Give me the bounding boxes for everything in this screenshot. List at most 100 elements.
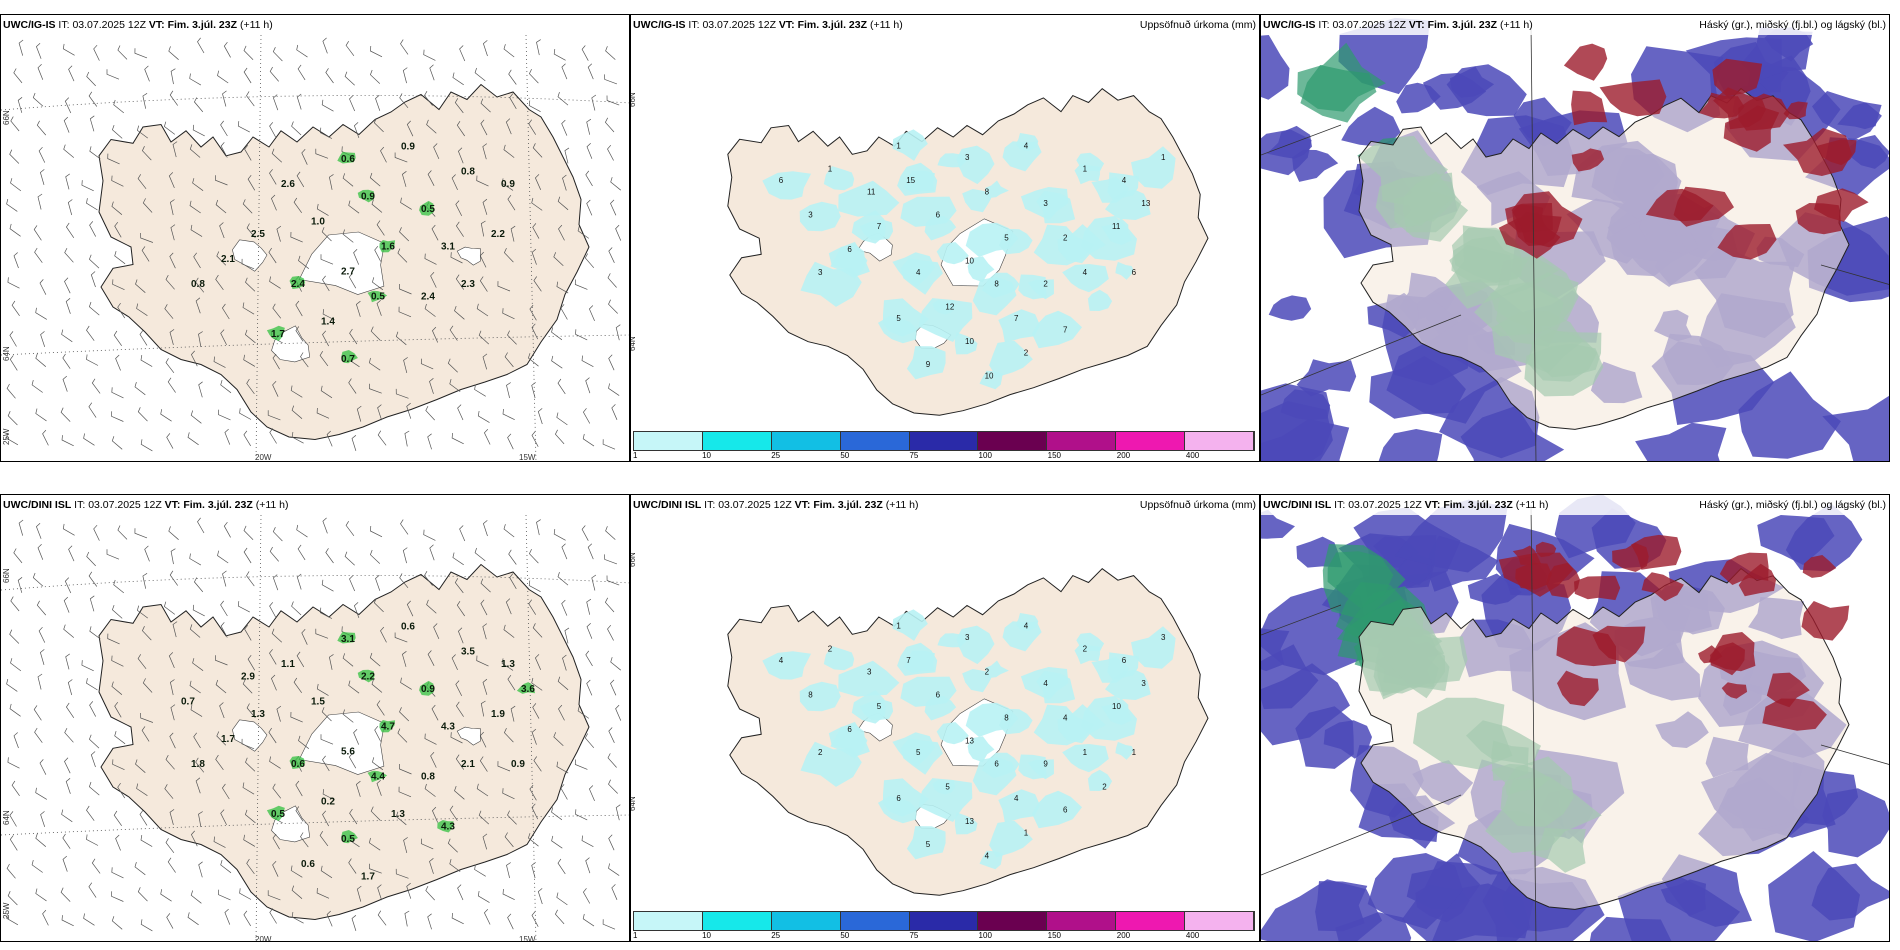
wind-barb [430, 272, 437, 288]
colorbar-tick: 10 [702, 451, 712, 460]
lat-label-64: 64N [630, 336, 637, 351]
wind-barb [321, 227, 332, 242]
wind-barb [165, 274, 175, 290]
wind-barb [322, 275, 330, 292]
wind-barb [316, 683, 329, 696]
high-cloud [1641, 572, 1684, 602]
wind-barb [528, 100, 541, 113]
precip-label: 0.8 [191, 279, 205, 290]
wind-barb [62, 855, 68, 872]
precip-value: 6 [936, 691, 941, 700]
precip-value: 6 [1132, 268, 1137, 277]
precip-area [830, 721, 868, 759]
precip-value: 13 [965, 737, 974, 746]
wind-barb [455, 221, 464, 237]
convective-patch [337, 151, 356, 164]
precip-label: 0.7 [181, 697, 195, 708]
wind-barb [293, 677, 302, 694]
high-cloud [1612, 542, 1649, 572]
wind-barb [169, 90, 178, 106]
lon-label-15: 15W [519, 935, 536, 942]
wind-barb [192, 604, 205, 617]
precip-area [967, 256, 995, 283]
wind-barb [40, 811, 46, 828]
high-cloud [1712, 58, 1763, 97]
wind-barb [163, 601, 176, 615]
wind-barb [134, 528, 148, 539]
wind-barb [91, 858, 101, 874]
wind-barb [503, 727, 514, 743]
wind-barb [348, 272, 357, 289]
wind-barb [9, 223, 21, 237]
wind-barb [272, 94, 279, 111]
wind-barb [348, 378, 357, 394]
wind-barb [190, 350, 198, 367]
wind-barb [170, 548, 176, 565]
wind-barb [272, 783, 282, 799]
wind-barb [7, 411, 18, 426]
wind-barb [139, 810, 148, 826]
wind-barb [135, 279, 146, 293]
wind-barb [482, 40, 488, 57]
panel-header: UWC/DINI ISL IT: 03.07.2025 12Z VT: Fim.… [1261, 495, 1889, 515]
wind-barb [553, 49, 566, 61]
wind-barb [536, 39, 541, 56]
wind-barb [6, 383, 16, 399]
wind-barb [401, 651, 407, 667]
precip-area [918, 298, 973, 342]
wind-barb [111, 867, 124, 879]
wind-barb [86, 678, 98, 691]
high-cloud [1511, 191, 1583, 248]
wind-barb [18, 519, 24, 536]
wind-barb [581, 525, 589, 541]
wind-barb [503, 524, 515, 538]
wind-barb [165, 838, 175, 854]
wind-barb [424, 783, 436, 797]
wind-barb [581, 355, 594, 368]
wind-barb [395, 331, 407, 346]
wind-barb [556, 412, 568, 426]
wind-barb [607, 144, 614, 161]
low-cloud [1446, 64, 1527, 117]
wind-barb [450, 732, 463, 744]
wind-barb [426, 599, 437, 614]
precip-value: 3 [965, 153, 970, 162]
wind-barb [35, 353, 47, 367]
wind-barb [134, 382, 146, 396]
precip-value: 1 [1083, 165, 1088, 174]
precip-label: 0.9 [501, 179, 515, 190]
wind-barb [115, 354, 121, 371]
wind-barb [295, 300, 303, 317]
wind-barb [242, 679, 253, 694]
wind-barb [64, 97, 72, 114]
precip-area [878, 315, 917, 344]
wind-barb [170, 199, 175, 216]
wind-barb [537, 888, 543, 905]
wind-barb [502, 888, 515, 901]
wind-barb [38, 626, 46, 643]
glacier [456, 726, 481, 746]
wind-barb [561, 63, 568, 80]
wind-barb [270, 674, 277, 691]
precip-label: 1.8 [191, 759, 205, 770]
precip-label: 1.7 [271, 329, 285, 340]
wind-barb [272, 303, 282, 319]
valid-time: Fim. 3.júl. 23Z [1427, 19, 1498, 31]
wind-barb [10, 658, 22, 672]
wind-barb [395, 811, 407, 826]
wind-barb [528, 599, 536, 615]
wind-barb [9, 811, 17, 827]
wind-barb [142, 678, 153, 693]
wind-barb [168, 172, 175, 189]
wind-barb [31, 380, 43, 393]
wind-barb [585, 377, 591, 394]
wind-barb [602, 919, 616, 930]
precip-area [972, 277, 1017, 316]
wind-barb [575, 809, 588, 821]
wind-barb [160, 889, 172, 902]
precip-area [1057, 704, 1106, 744]
wind-barb [584, 733, 595, 749]
colorbar-tick: 100 [978, 931, 992, 940]
colorbar-swatch [909, 432, 979, 450]
wind-barb [31, 860, 43, 873]
